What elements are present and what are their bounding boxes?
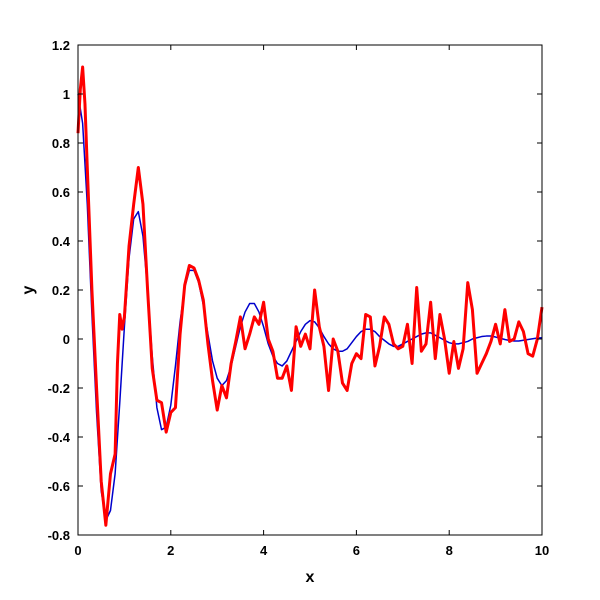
ticks-layer: 0 2 4 6 8 10 -0.8 -0.6 -0.4 -0.2 0 0.2 0.4 0.6 0.8 1 1.2: [48, 38, 550, 558]
y-tick-label: -0.8: [48, 528, 70, 543]
x-tick-label: 8: [446, 543, 453, 558]
plot-area: [78, 45, 542, 535]
y-tick-label: -0.2: [48, 381, 70, 396]
series-layer: [76, 65, 544, 527]
y-tick-label: 0.8: [52, 136, 70, 151]
y-axis-title: y: [20, 285, 37, 294]
y-tick-label: 0.6: [52, 185, 70, 200]
x-axis-title: x: [306, 569, 315, 586]
x-tick-label: 0: [74, 543, 81, 558]
y-tick-label: 0.2: [52, 283, 70, 298]
y-tick-label: 1: [63, 87, 70, 102]
x-tick-label: 2: [167, 543, 174, 558]
y-tick-label: 0.4: [52, 234, 71, 249]
y-tick-label: 0: [63, 332, 70, 347]
x-tick-label: 6: [353, 543, 360, 558]
x-tick-label: 4: [260, 543, 268, 558]
x-tick-label: 10: [535, 543, 549, 558]
series-line-2: [76, 65, 544, 527]
y-tick-label: -0.4: [48, 430, 71, 445]
y-tick-label: -0.6: [48, 479, 70, 494]
y-tick-label: 1.2: [52, 38, 70, 53]
